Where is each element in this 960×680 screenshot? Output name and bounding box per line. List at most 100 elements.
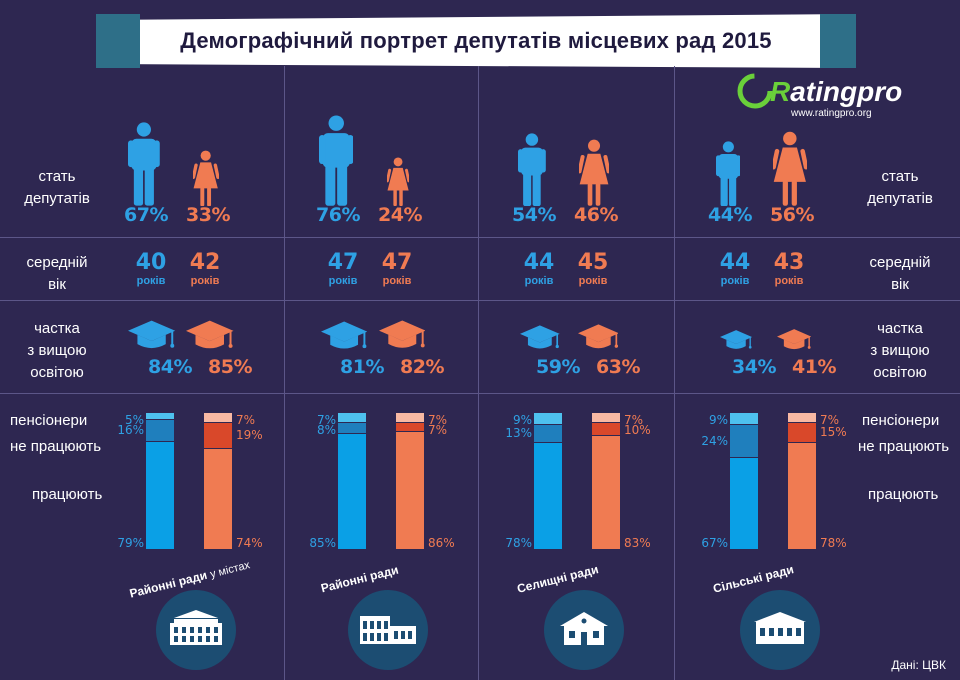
female-education-value: 41% bbox=[792, 356, 836, 378]
male-education-value: 81% bbox=[340, 356, 384, 378]
male-education-value: 34% bbox=[732, 356, 776, 378]
male-working-value: 78% bbox=[505, 536, 532, 550]
female-figure-icon bbox=[192, 150, 220, 206]
female-figure bbox=[577, 139, 611, 211]
female-age-unit: років bbox=[190, 275, 220, 287]
male-pensioners-bar bbox=[338, 413, 366, 422]
male-not-working-bar bbox=[534, 425, 562, 443]
female-working-value: 74% bbox=[236, 536, 263, 550]
male-age-unit: років bbox=[524, 275, 554, 287]
female-age-value: 43 bbox=[773, 250, 805, 275]
male-age-value: 44 bbox=[719, 250, 751, 275]
female-pensioners-value: 7% bbox=[820, 413, 840, 427]
male-figure-icon bbox=[715, 141, 741, 206]
male-not-working-bar bbox=[730, 425, 758, 458]
title-banner bbox=[96, 14, 856, 68]
female-working-bar bbox=[396, 432, 424, 549]
male-working-bar bbox=[146, 441, 174, 549]
female-pensioners-value: 7% bbox=[624, 413, 644, 427]
male-figure-icon bbox=[518, 133, 546, 206]
male-pensioners-bar bbox=[730, 413, 758, 425]
male-not-working-value: 8% bbox=[316, 422, 336, 437]
female-pensioners-bar bbox=[788, 413, 816, 422]
female-education-cap bbox=[776, 328, 812, 357]
row-divider bbox=[0, 393, 960, 394]
female-working-value: 86% bbox=[428, 536, 455, 550]
male-working-value: 67% bbox=[701, 536, 728, 550]
female-pensioners-value: 7% bbox=[428, 413, 448, 427]
male-education-cap bbox=[320, 320, 368, 357]
council-type-circle bbox=[740, 590, 820, 670]
council-type-circle bbox=[544, 590, 624, 670]
male-figure-icon bbox=[128, 122, 160, 206]
male-pensioners-value: 5% bbox=[124, 413, 144, 427]
female-figure-icon bbox=[771, 131, 809, 206]
male-pensioners-bar bbox=[146, 413, 174, 419]
male-not-working-value: 24% bbox=[701, 433, 728, 448]
not-working-label-right: не працюють bbox=[858, 438, 950, 455]
male-share-value: 76% bbox=[316, 204, 360, 226]
column-divider bbox=[674, 66, 675, 680]
male-education-cap bbox=[719, 329, 753, 357]
graduation-cap-icon bbox=[577, 324, 619, 349]
male-figure bbox=[318, 115, 354, 211]
row-divider bbox=[0, 300, 960, 301]
male-working-bar bbox=[534, 443, 562, 549]
female-figure bbox=[385, 157, 411, 211]
female-figure bbox=[771, 131, 809, 211]
female-pensioners-value: 7% bbox=[236, 413, 256, 427]
female-education-value: 63% bbox=[596, 356, 640, 378]
female-not-working-value: 19% bbox=[236, 427, 263, 442]
female-education-cap bbox=[186, 319, 234, 357]
female-age-unit: років bbox=[774, 275, 804, 287]
male-pensioners-value: 9% bbox=[708, 413, 728, 427]
column-divider bbox=[478, 66, 479, 680]
male-age-value: 47 bbox=[327, 250, 359, 275]
male-not-working-value: 16% bbox=[117, 422, 144, 437]
graduation-cap-icon bbox=[378, 320, 426, 349]
council-type-circle bbox=[348, 590, 428, 670]
female-pensioners-bar bbox=[592, 413, 620, 422]
education-label-left: частка з вищою освітою bbox=[27, 320, 87, 381]
female-working-value: 78% bbox=[820, 536, 847, 550]
female-age-value: 42 bbox=[189, 250, 221, 275]
female-education-value: 82% bbox=[400, 356, 444, 378]
building-icon bbox=[360, 616, 416, 644]
female-share-value: 33% bbox=[186, 204, 230, 226]
male-not-working-bar bbox=[338, 422, 366, 433]
male-age-unit: років bbox=[720, 275, 750, 287]
female-not-working-bar bbox=[592, 422, 620, 436]
male-age-unit: років bbox=[136, 275, 166, 287]
male-figure bbox=[518, 133, 546, 211]
female-share-value: 24% bbox=[378, 204, 422, 226]
female-education-cap bbox=[577, 323, 619, 357]
building-icon-wrap bbox=[554, 608, 614, 653]
building-icon bbox=[170, 610, 222, 645]
row-divider bbox=[0, 237, 960, 238]
age-label-left: середній вік bbox=[26, 254, 88, 293]
working-label-left: працюють bbox=[32, 486, 103, 503]
male-not-working-value: 13% bbox=[505, 426, 532, 441]
male-age-value: 40 bbox=[135, 250, 167, 275]
female-working-value: 83% bbox=[624, 536, 651, 550]
data-source: Дані: ЦВК bbox=[891, 658, 946, 672]
female-age-unit: років bbox=[382, 275, 412, 287]
male-working-value: 85% bbox=[309, 536, 336, 550]
gender-label-right: стать депутатів bbox=[867, 168, 933, 207]
female-figure bbox=[192, 150, 220, 211]
working-label-right: працюють bbox=[868, 486, 939, 503]
female-share-value: 46% bbox=[574, 204, 618, 226]
female-figure-icon bbox=[385, 157, 411, 206]
female-not-working-bar bbox=[788, 422, 816, 443]
council-type-sub-label: у містах bbox=[208, 559, 252, 581]
gender-label-left: стать депутатів bbox=[24, 168, 90, 207]
graduation-cap-icon bbox=[320, 321, 368, 349]
female-age-unit: років bbox=[578, 275, 608, 287]
female-not-working-value: 15% bbox=[820, 424, 847, 439]
building-icon-wrap bbox=[358, 608, 418, 653]
column-divider bbox=[284, 66, 285, 680]
male-share-value: 44% bbox=[708, 204, 752, 226]
graduation-cap-icon bbox=[776, 329, 812, 350]
female-education-value: 85% bbox=[208, 356, 252, 378]
building-icon-wrap bbox=[166, 608, 226, 653]
